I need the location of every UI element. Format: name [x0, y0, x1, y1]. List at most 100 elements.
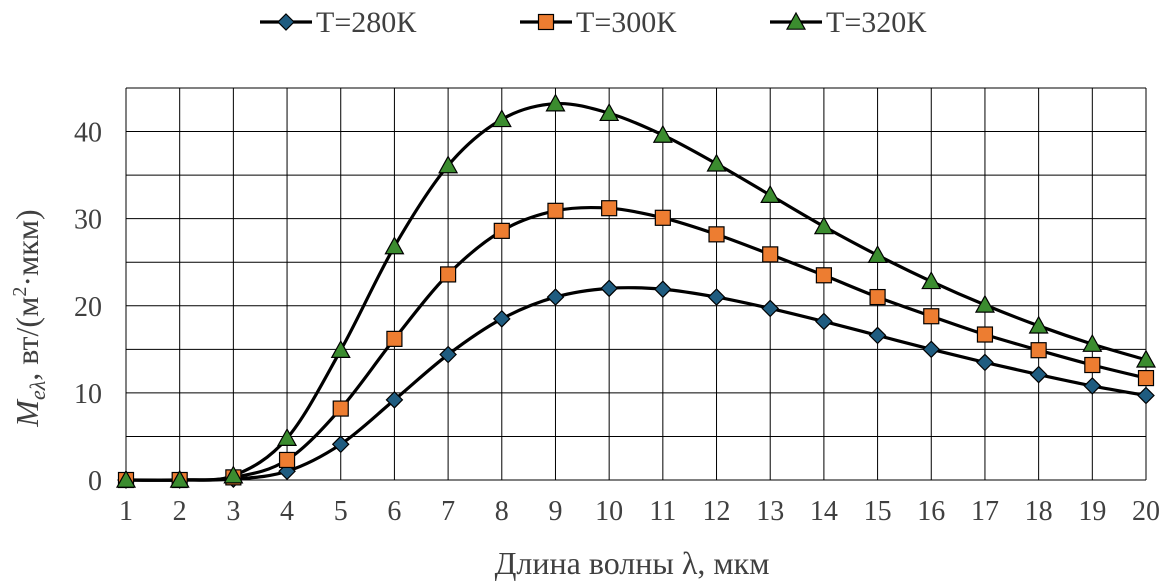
x-tick-label: 18	[1025, 496, 1053, 527]
series-1-point-7	[493, 222, 510, 239]
series-1-point-9	[601, 200, 618, 217]
x-axis-label: Длина волны λ, мкм	[495, 545, 770, 581]
series-1-point-14	[869, 288, 886, 306]
series-line-1	[124, 205, 1148, 482]
series-0-point-11	[707, 288, 726, 306]
x-tick-label: 11	[649, 496, 676, 527]
x-tick-label: 17	[971, 496, 999, 527]
legend-label-1: T=300К	[576, 6, 677, 39]
series-0-point-10	[653, 280, 672, 299]
series-0-point-16	[976, 353, 994, 372]
legend-label-2: T=320К	[826, 6, 927, 39]
y-tick-label: 40	[74, 118, 102, 149]
legend: T=280К T=300К T=320К	[260, 6, 927, 39]
y-axis-label-subscript: eλ	[25, 381, 50, 400]
x-tick-label: 8	[495, 496, 509, 527]
series-1-point-19	[1137, 369, 1155, 387]
series-0-point-5	[385, 391, 404, 409]
series-0-point-4	[331, 435, 350, 454]
y-tick-label: 30	[74, 205, 102, 236]
x-tick-label: 10	[595, 496, 623, 527]
series-1-point-11	[708, 226, 725, 243]
x-tick-label: 13	[756, 496, 784, 527]
x-tick-label: 20	[1132, 496, 1160, 527]
series-2-point-14	[867, 245, 888, 264]
series-2-point-8	[545, 93, 566, 112]
series-2-point-15	[921, 271, 942, 290]
y-axis-label-units: , вт/(м	[9, 297, 45, 381]
series-0-point-18	[1083, 377, 1102, 395]
y-tick-label: 10	[74, 379, 102, 410]
series-2-point-4	[330, 339, 351, 359]
x-tick-label: 5	[334, 496, 348, 527]
series-lines	[124, 101, 1148, 482]
x-tick-label: 4	[280, 496, 294, 527]
series-2-point-3	[277, 427, 298, 446]
x-tick-label: 16	[917, 496, 945, 527]
series-0-point-9	[600, 279, 619, 298]
y-tick-label: 20	[74, 292, 102, 323]
series-2-point-5	[384, 236, 405, 255]
series-0-point-12	[761, 299, 780, 318]
series-0-point-15	[922, 340, 941, 359]
series-0-point-7	[492, 309, 511, 328]
y-axis-label-symbol: M	[9, 398, 45, 428]
series-1-point-16	[976, 326, 994, 343]
series-1-point-4	[332, 400, 349, 417]
x-tick-label: 15	[864, 496, 892, 527]
series-2-point-7	[491, 109, 512, 128]
x-tick-label: 7	[441, 496, 455, 527]
x-tick-label: 2	[173, 496, 187, 527]
y-axis-label: Meλ, вт/(м2·мкм)	[9, 209, 50, 427]
x-tick-label: 14	[810, 496, 838, 527]
series-line-2	[124, 101, 1148, 482]
y-axis-label-units-end: ·мкм)	[9, 209, 45, 286]
x-tick-label: 1	[119, 496, 133, 527]
legend-marker-2	[785, 11, 807, 30]
y-tick-label: 0	[88, 466, 102, 497]
series-0-point-8	[546, 288, 565, 306]
x-axis-ticks: 1 2 3 4 5 6 7 8 9 10 11 12 13 14 15 16 17 18 19 20	[119, 496, 1160, 527]
series-1-point-3	[278, 451, 296, 469]
series-1-point-15	[923, 308, 940, 325]
x-tick-label: 3	[226, 496, 240, 527]
series-2-point-19	[1135, 349, 1157, 368]
series-1-point-17	[1030, 342, 1047, 359]
x-tick-label: 12	[703, 496, 731, 527]
series-0-point-19	[1137, 386, 1155, 405]
series-1-point-6	[440, 266, 457, 283]
x-tick-label: 9	[548, 496, 562, 527]
series-2-point-2	[223, 465, 244, 484]
series-2-point-16	[974, 294, 995, 313]
series-1-point-5	[386, 330, 403, 347]
x-tick-label: 19	[1078, 496, 1106, 527]
series-2-point-10	[652, 124, 673, 143]
series-2-point-18	[1082, 333, 1103, 352]
series-2-point-13	[813, 216, 834, 235]
legend-marker-1	[537, 13, 555, 31]
series-1-point-8	[547, 202, 564, 219]
series-2-point-11	[706, 153, 727, 172]
legend-label-0: T=280К	[316, 6, 417, 39]
series-0-point-14	[868, 326, 887, 345]
series-0-point-13	[815, 312, 833, 331]
series-2-point-0	[115, 469, 137, 488]
series-0-point-17	[1029, 365, 1048, 384]
series-2-point-17	[1028, 315, 1049, 334]
series-2-point-12	[760, 184, 781, 203]
series-1-point-18	[1084, 356, 1101, 374]
y-axis-label-units-sup: 2	[9, 287, 31, 297]
series-markers	[115, 93, 1157, 489]
series-1-point-12	[762, 246, 779, 263]
y-axis-ticks: 0 10 20 30 40	[74, 118, 102, 497]
series-2-point-1	[169, 469, 190, 488]
series-1-point-13	[815, 267, 832, 284]
series-2-point-9	[599, 103, 620, 122]
legend-marker-0	[277, 13, 295, 31]
x-tick-label: 6	[387, 496, 401, 527]
series-2-point-6	[438, 155, 459, 174]
series-line-0	[124, 286, 1148, 482]
series-0-point-6	[439, 345, 457, 364]
grid	[125, 87, 1147, 481]
